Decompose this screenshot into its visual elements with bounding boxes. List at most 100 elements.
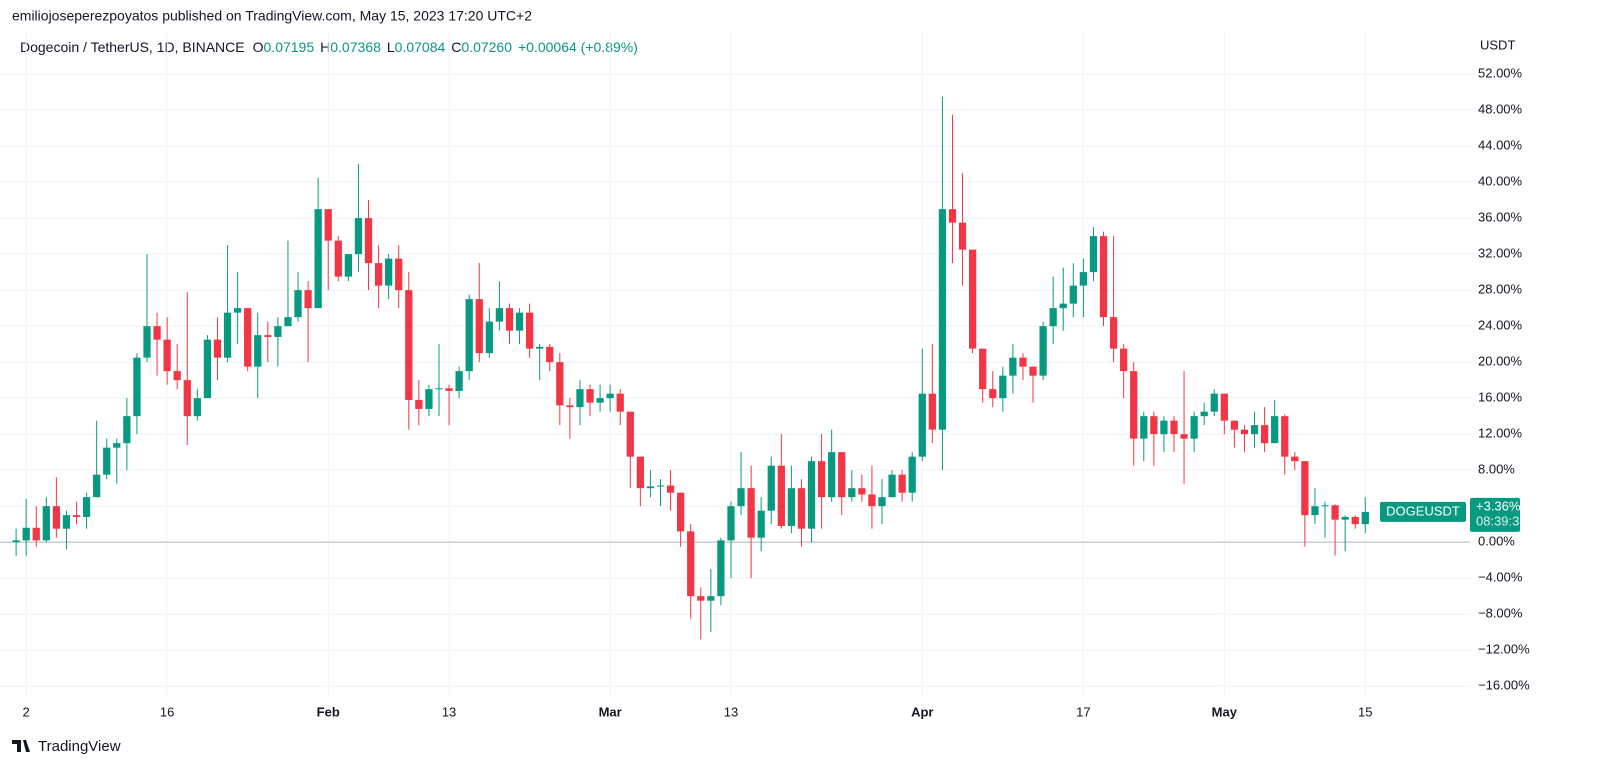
- candle-body: [697, 596, 705, 601]
- candle-body: [354, 218, 363, 255]
- candle-body: [314, 209, 322, 309]
- candle-body: [737, 488, 745, 507]
- candle-body: [1271, 416, 1279, 444]
- x-tick-label: 15: [1358, 704, 1372, 719]
- ticker-box: [1380, 501, 1466, 522]
- candle-body: [203, 339, 212, 399]
- candle-body: [385, 258, 393, 286]
- candle-body: [324, 209, 332, 241]
- candle-body: [817, 461, 826, 498]
- candle-body: [1120, 348, 1128, 372]
- candle-body: [1240, 429, 1249, 435]
- candle-body: [213, 339, 222, 358]
- candle-body: [1049, 308, 1057, 327]
- candle-body: [465, 299, 473, 372]
- ohlc-value: 0.07084: [395, 39, 446, 55]
- symbol-legend: Dogecoin / TetherUS, 1D, BINANCE O0.07195…: [20, 39, 638, 55]
- candle-body: [979, 348, 987, 390]
- candle-body: [344, 254, 352, 277]
- y-tick-label: 40.00%: [1478, 174, 1523, 189]
- candle-body: [616, 393, 624, 412]
- candle-body: [546, 346, 554, 363]
- candle-body: [1069, 285, 1077, 304]
- candle-body: [848, 488, 856, 498]
- y-tick-label: 12.00%: [1478, 426, 1523, 441]
- candle-body: [717, 540, 725, 597]
- candle-body: [747, 488, 755, 538]
- x-tick-label: May: [1212, 704, 1238, 719]
- y-tick-label: 28.00%: [1478, 282, 1523, 297]
- price-box: [1470, 497, 1520, 532]
- candle-body: [133, 357, 141, 417]
- candle-body: [525, 312, 534, 349]
- candle-body: [395, 258, 403, 291]
- ohlc-value: 0.07260: [461, 39, 512, 55]
- candle-body: [425, 389, 433, 409]
- candle-body: [1281, 416, 1289, 457]
- x-tick-label: 13: [724, 704, 738, 719]
- candle-body: [536, 346, 544, 349]
- candle-body: [868, 494, 876, 507]
- candle-body: [626, 411, 634, 457]
- candle-body: [586, 389, 594, 403]
- y-tick-label: 16.00%: [1478, 390, 1523, 405]
- y-tick-label: 44.00%: [1478, 138, 1523, 153]
- x-tick-label: 13: [442, 704, 456, 719]
- candle-body: [455, 371, 463, 391]
- candle-body: [1351, 516, 1359, 525]
- candle-body: [918, 393, 926, 457]
- candle-body: [556, 362, 564, 406]
- publisher-line: emiliojoseperezpoyatos published on Trad…: [12, 8, 532, 24]
- candle-body: [1130, 371, 1138, 439]
- symbol: Dogecoin / TetherUS, 1D, BINANCE: [20, 39, 245, 55]
- candle-body: [797, 488, 806, 529]
- candle-body: [274, 326, 282, 337]
- candle-body: [193, 398, 201, 417]
- candle-body: [374, 263, 383, 286]
- candle-body: [807, 461, 816, 529]
- candle-body: [1220, 393, 1228, 421]
- ohlc-key: C: [451, 39, 461, 55]
- candle-body: [1260, 425, 1269, 444]
- candle-body: [82, 497, 91, 517]
- countdown: 08:39:39: [1476, 513, 1527, 528]
- candle-body: [22, 527, 30, 541]
- candle-body: [1029, 366, 1037, 376]
- candle-body: [485, 321, 493, 354]
- candle-body: [828, 452, 836, 498]
- candle-body: [576, 389, 584, 408]
- candle-body: [415, 399, 423, 409]
- candle-body: [1250, 425, 1259, 435]
- candle-body: [938, 209, 947, 430]
- x-tick-label: Feb: [317, 704, 340, 719]
- candle-body: [656, 485, 665, 487]
- candle-body: [1009, 357, 1017, 376]
- candle-body: [62, 515, 71, 529]
- candle-body: [103, 447, 111, 475]
- candle-body: [334, 240, 342, 277]
- brand: TradingView: [38, 738, 121, 755]
- candle-body: [72, 515, 81, 517]
- candle-body: [173, 371, 181, 381]
- candle-body: [757, 510, 765, 538]
- x-tick-label: 16: [160, 704, 174, 719]
- candle-body: [1160, 420, 1168, 435]
- y-tick-label: 36.00%: [1478, 210, 1523, 225]
- candle-body: [989, 389, 997, 399]
- y-tick-label: −16.00%: [1478, 678, 1530, 693]
- candle-body: [1150, 416, 1158, 435]
- grid: [0, 30, 1470, 697]
- candle-body: [1089, 236, 1098, 273]
- candle-body: [596, 398, 604, 403]
- candle-body: [223, 312, 232, 358]
- x-tick-label: Apr: [911, 704, 933, 719]
- candle-body: [475, 299, 483, 354]
- candle-body: [928, 393, 936, 430]
- candle-body: [858, 488, 866, 495]
- candle-body: [999, 375, 1007, 399]
- candle-body: [707, 596, 715, 601]
- ohlc-value: 0.07368: [330, 39, 381, 55]
- candle-body: [1039, 326, 1047, 376]
- candle-body: [1109, 317, 1118, 349]
